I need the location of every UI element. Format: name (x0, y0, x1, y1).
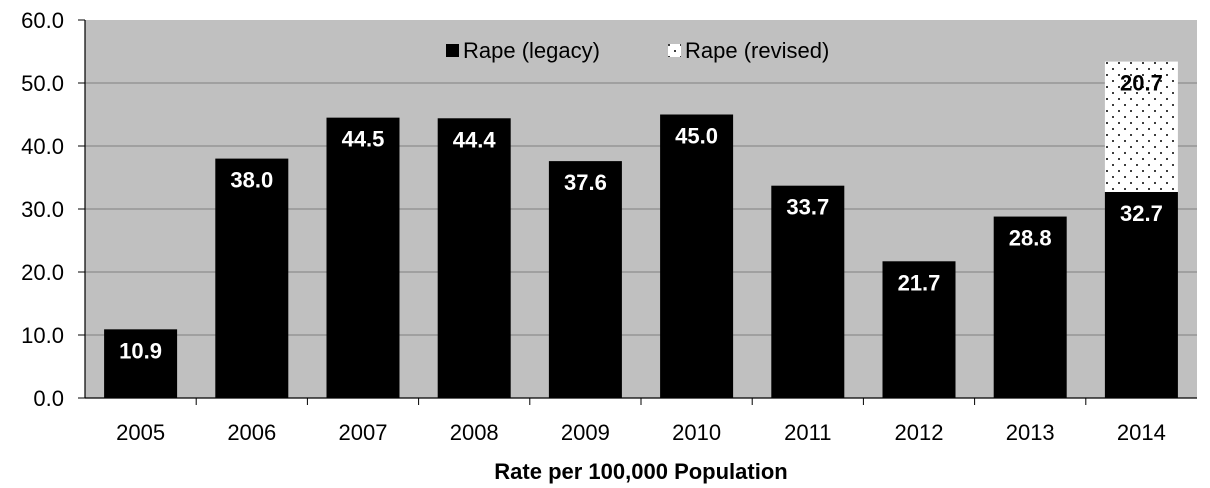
bar-label-legacy-2013: 28.8 (1009, 226, 1052, 251)
bar-label-legacy-2012: 21.7 (898, 270, 941, 295)
bar-label-legacy-2011: 33.7 (786, 195, 829, 220)
x-tick-label-2006: 2006 (227, 420, 276, 445)
y-tick-label: 20.0 (21, 260, 64, 285)
bar-legacy-2006 (215, 158, 289, 398)
bar-label-legacy-2010: 45.0 (675, 124, 718, 149)
bar-labels: 10.9 38.0 44.5 44.4 37.6 45.0 33.7 21.7 28.8 32.7… (119, 71, 1163, 364)
x-tick-label-2011: 2011 (784, 420, 831, 445)
x-tick-label-2014: 2014 (1117, 420, 1166, 445)
legend-label-legacy: Rape (legacy) (463, 38, 600, 63)
legend-swatch-legacy (446, 44, 459, 57)
bar-legacy-2005 (104, 329, 178, 398)
bar-label-revised-2014: 20.7 (1120, 71, 1163, 96)
x-tick-label-2012: 2012 (895, 420, 944, 445)
legend: Rape (legacy) Rape (revised) (446, 38, 829, 63)
bar-label-legacy-2005: 10.9 (119, 338, 162, 363)
y-tick-label: 30.0 (21, 197, 64, 222)
y-tick-label: 60.0 (21, 8, 64, 33)
bar-legacy-2010 (660, 114, 734, 398)
legend-swatch-revised (668, 44, 681, 57)
bar-legacy-2013 (993, 216, 1067, 398)
legend-label-revised: Rape (revised) (685, 38, 829, 63)
bar-label-legacy-2006: 38.0 (230, 168, 273, 193)
y-tick-label: 0.0 (33, 386, 64, 411)
bar-legacy-2009 (548, 161, 622, 398)
y-tick-labels: 0.0 10.0 20.0 30.0 40.0 50.0 60.0 (21, 8, 85, 411)
bar-legacy-2011 (771, 185, 845, 398)
x-tick-labels: 2005 2006 2007 2008 2009 2010 2011 2012 2013 2014 (116, 398, 1166, 445)
bars (104, 61, 1178, 399)
y-tick-label: 10.0 (21, 323, 64, 348)
x-tick-label-2013: 2013 (1006, 420, 1055, 445)
x-tick-label-2010: 2010 (672, 420, 721, 445)
y-tick-label: 50.0 (21, 71, 64, 96)
x-tick-label-2007: 2007 (339, 420, 388, 445)
bar-legacy-2008 (437, 118, 511, 398)
bar-label-legacy-2008: 44.4 (453, 127, 497, 152)
x-tick-label-2008: 2008 (450, 420, 499, 445)
bar-label-legacy-2009: 37.6 (564, 170, 607, 195)
bar-legacy-2012 (882, 261, 956, 398)
bar-revised-2014 (1104, 61, 1178, 192)
bar-legacy-2014 (1104, 191, 1178, 398)
bar-legacy-2007 (326, 117, 400, 399)
y-tick-label: 40.0 (21, 134, 64, 159)
bar-label-legacy-2014: 32.7 (1120, 201, 1163, 226)
bar-label-legacy-2007: 44.5 (342, 127, 385, 152)
x-tick-label-2005: 2005 (116, 420, 165, 445)
x-axis-title: Rate per 100,000 Population (494, 459, 787, 484)
x-tick-label-2009: 2009 (561, 420, 610, 445)
